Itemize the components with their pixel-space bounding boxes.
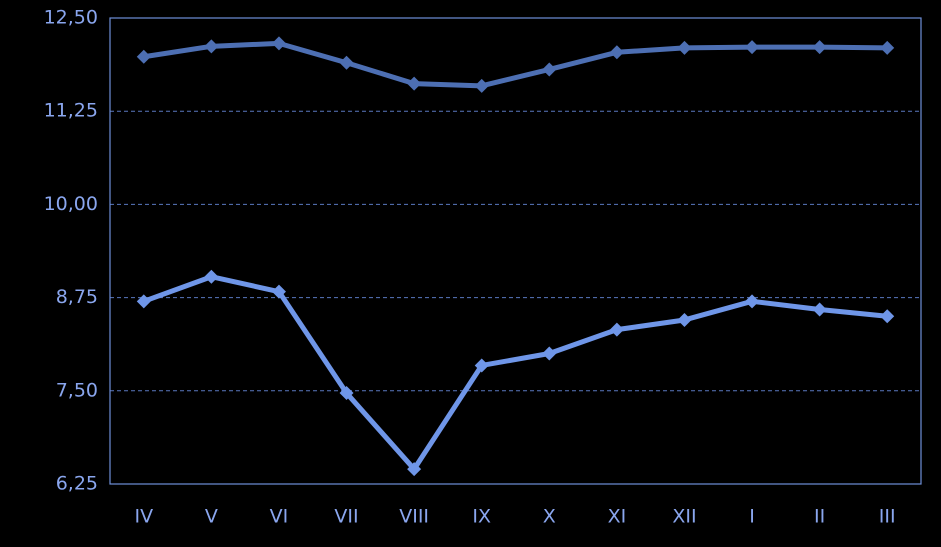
data-point-marker <box>677 312 692 327</box>
x-tick-label: IV <box>134 506 153 528</box>
data-point-marker <box>407 462 422 477</box>
x-tick-label: II <box>814 506 825 528</box>
x-tick-label: VII <box>334 506 358 528</box>
data-point-marker <box>204 269 219 284</box>
axes <box>109 17 922 485</box>
series-1 <box>136 36 895 93</box>
series-layer <box>136 36 895 477</box>
x-tick-label: VIII <box>399 506 429 528</box>
x-tick-label: V <box>205 506 218 528</box>
data-point-marker <box>407 76 422 91</box>
data-point-marker <box>745 294 760 309</box>
data-point-marker <box>474 78 489 93</box>
y-tick-label: 11,25 <box>44 100 98 122</box>
x-tick-label: XI <box>608 506 627 528</box>
data-point-marker <box>271 284 286 299</box>
x-axis-ticks: IV V VI VII VIII IX X XI XII I II III <box>134 506 895 528</box>
series-2 <box>136 269 895 477</box>
gridlines <box>110 110 921 392</box>
series-line <box>141 274 890 472</box>
data-point-marker <box>339 55 354 70</box>
data-point-marker <box>474 358 489 373</box>
x-tick-label: VI <box>270 506 289 528</box>
data-point-marker <box>609 45 624 60</box>
y-tick-label: 7,50 <box>56 379 98 401</box>
data-point-marker <box>812 40 827 55</box>
y-tick-label: 12,50 <box>44 7 98 29</box>
x-tick-label: III <box>879 506 896 528</box>
data-point-marker <box>542 346 557 361</box>
y-tick-label: 10,00 <box>44 193 98 215</box>
data-point-marker <box>880 40 895 55</box>
x-tick-label: IX <box>472 506 491 528</box>
plot-frame <box>109 17 922 485</box>
data-point-marker <box>745 40 760 55</box>
series-line <box>141 40 890 89</box>
y-axis-ticks: 12,50 11,25 10,00 8,75 7,50 6,25 <box>44 7 98 495</box>
data-point-marker <box>609 322 624 337</box>
data-point-marker <box>542 62 557 77</box>
x-tick-label: X <box>543 506 556 528</box>
y-tick-label: 6,25 <box>56 473 98 495</box>
data-point-marker <box>271 36 286 51</box>
data-point-marker <box>812 302 827 317</box>
data-point-marker <box>204 39 219 54</box>
data-point-marker <box>677 40 692 55</box>
x-tick-label: XII <box>672 506 696 528</box>
data-point-marker <box>136 294 151 309</box>
data-point-marker <box>339 386 354 401</box>
y-tick-label: 8,75 <box>56 286 98 308</box>
data-point-marker <box>136 49 151 64</box>
x-tick-label: I <box>749 506 755 528</box>
data-point-marker <box>880 309 895 324</box>
